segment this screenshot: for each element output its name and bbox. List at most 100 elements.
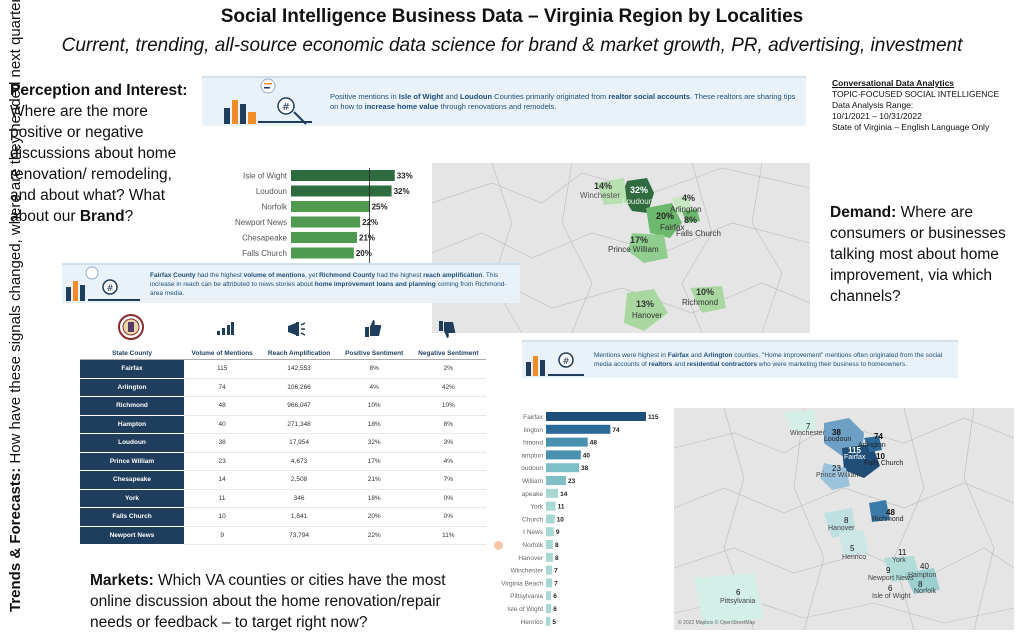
- mentions-bar[interactable]: [546, 578, 553, 588]
- bar-category-label: Norfolk: [262, 203, 288, 212]
- metric-cell: 4,673: [260, 452, 338, 471]
- mentions-bar[interactable]: [546, 591, 552, 601]
- bar-category-label: apeake: [522, 491, 544, 498]
- table-row: Arlington 74 106,266 4% 42%: [80, 378, 486, 397]
- bar-value-label: 33%: [397, 172, 413, 181]
- metric-cell: 271,348: [260, 415, 338, 434]
- metric-cell: 23: [184, 452, 261, 471]
- markets-body: Which VA counties or cities have the mos…: [90, 572, 446, 631]
- insight-banner-mentions: # Mentions were highest in Fairfax and A…: [522, 340, 958, 378]
- table-row: Chesapeake 14 2,508 21% 7%: [80, 470, 486, 490]
- county-cell: Chesapeake: [80, 470, 184, 490]
- table-row: Hampton 40 271,348 18% 8%: [80, 415, 486, 434]
- metric-cell: 42%: [410, 378, 486, 397]
- mentions-bar[interactable]: [546, 463, 580, 473]
- bar-value-label: 48: [590, 440, 598, 447]
- mentions-bar[interactable]: [546, 437, 588, 447]
- metric-cell: 73,794: [260, 526, 338, 545]
- svg-text:#: #: [562, 357, 570, 367]
- volume-bars-icon: [217, 322, 234, 335]
- meta-line: TOPIC-FOCUSED SOCIAL INTELLIGENCE: [832, 89, 1000, 99]
- metric-cell: 8%: [410, 415, 486, 434]
- analytics-icon: #: [224, 78, 312, 125]
- sentiment-bars: Isle of Wight 33% Loudoun 32% Norfolk 25% Newp…: [235, 168, 413, 264]
- bar-category-label: Fairfax: [523, 414, 544, 421]
- sentiment-bar[interactable]: [291, 247, 354, 259]
- mentions-bar[interactable]: [546, 488, 559, 498]
- metric-cell: 346: [260, 489, 338, 508]
- trends-question: Trends & Forecasts: How have these signa…: [6, 0, 25, 612]
- mentions-bar[interactable]: [546, 565, 553, 575]
- table-header-row: State County Volume of Mentions Reach Am…: [80, 348, 486, 360]
- sentiment-map-canvas: [432, 163, 810, 333]
- demand-heading: Demand:: [830, 204, 897, 221]
- mentions-bar[interactable]: [546, 514, 555, 524]
- sentiment-bar[interactable]: [291, 170, 395, 181]
- metric-cell: 1,841: [260, 507, 338, 527]
- bar-value-label: 23: [568, 478, 576, 485]
- mentions-bar[interactable]: [546, 412, 646, 421]
- sentiment-bar[interactable]: [291, 185, 392, 197]
- mentions-bar[interactable]: [546, 604, 552, 613]
- bar-value-label: 6: [553, 606, 557, 613]
- metric-cell: 4%: [410, 452, 486, 471]
- mentions-bar[interactable]: [546, 424, 611, 434]
- bar-category-label: Loudoun: [256, 187, 287, 196]
- bar-value-label: 6: [553, 593, 557, 600]
- mentions-bar[interactable]: [546, 616, 551, 626]
- bar-value-label: 8: [555, 542, 559, 549]
- bar-category-label: Hanover: [518, 555, 543, 562]
- thumbs-down-icon: [439, 321, 456, 338]
- mentions-bar[interactable]: [546, 552, 553, 562]
- bar-category-label: York: [530, 504, 544, 511]
- bar-category-label: Newport News: [235, 218, 287, 227]
- mentions-map-canvas: [674, 408, 1014, 630]
- map-attribution: © 2022 Mapbox © OpenStreetMap: [678, 620, 756, 626]
- table-row: Newport News 9 73,794 22% 11%: [80, 526, 486, 545]
- bar-value-label: 7: [554, 568, 558, 575]
- bar-category-label: Chesapeake: [242, 234, 287, 243]
- mentions-bar[interactable]: [546, 476, 566, 485]
- perception-brand: Brand: [79, 208, 125, 225]
- metric-cell: 40: [184, 415, 261, 434]
- sentiment-bar[interactable]: [291, 201, 370, 212]
- mentions-bar[interactable]: [546, 527, 554, 537]
- bar-value-label: 74: [612, 427, 620, 434]
- meta-line: 10/1/2021 – 10/31/2022: [832, 111, 922, 121]
- bar-value-label: 40: [583, 452, 591, 459]
- metric-cell: 32%: [337, 433, 411, 453]
- table-row: York 11 346 18% 0%: [80, 489, 486, 508]
- mentions-map[interactable]: 7 Winchester 38 Loudoun 74 Arlington 115…: [674, 408, 1014, 630]
- metric-cell: 2,508: [260, 470, 338, 490]
- metric-cell: 115: [184, 359, 261, 379]
- mentions-volume-chart: Fairfax 115 lington 74 hmond 48 ampton 40 oudoun…: [488, 410, 668, 630]
- bar-category-label: lington: [524, 427, 544, 434]
- bar-category-label: William: [522, 478, 543, 485]
- virginia-seal-icon: [118, 314, 144, 340]
- sentiment-bar[interactable]: [291, 232, 357, 243]
- banner-message: Mentions were highest in Fairfax and Arl…: [594, 352, 943, 368]
- bar-value-label: 115: [648, 414, 659, 421]
- bar-value-label: 25%: [372, 203, 388, 212]
- bar-value-label: 7: [554, 580, 558, 587]
- county-cell: Arlington: [80, 378, 184, 397]
- metric-cell: 106,266: [260, 378, 338, 397]
- metric-cell: 0%: [410, 507, 486, 527]
- county-cell: Newport News: [80, 526, 184, 545]
- bar-value-label: 22%: [362, 218, 378, 227]
- svg-text:#: #: [282, 102, 290, 113]
- mentions-bar[interactable]: [546, 501, 556, 511]
- demand-body: Where are consumers or businesses talkin…: [830, 204, 1006, 305]
- bar-category-label: ampton: [521, 452, 543, 459]
- sentiment-map[interactable]: 14% Winchester 32% Loudoun 4% Arlington …: [432, 163, 810, 333]
- mentions-bar[interactable]: [546, 540, 553, 549]
- county-cell: York: [80, 489, 184, 508]
- sentiment-bar[interactable]: [291, 216, 361, 228]
- metric-cell: 4%: [337, 378, 411, 397]
- bar-category-label: Virginia Beach: [501, 580, 543, 587]
- analytics-icon-cluster: #: [62, 265, 142, 303]
- demand-question: Demand: Where are consumers or businesse…: [830, 202, 1020, 307]
- bar-value-label: 10: [557, 516, 565, 523]
- metric-cell: 11: [184, 489, 261, 508]
- mentions-bar[interactable]: [546, 450, 581, 460]
